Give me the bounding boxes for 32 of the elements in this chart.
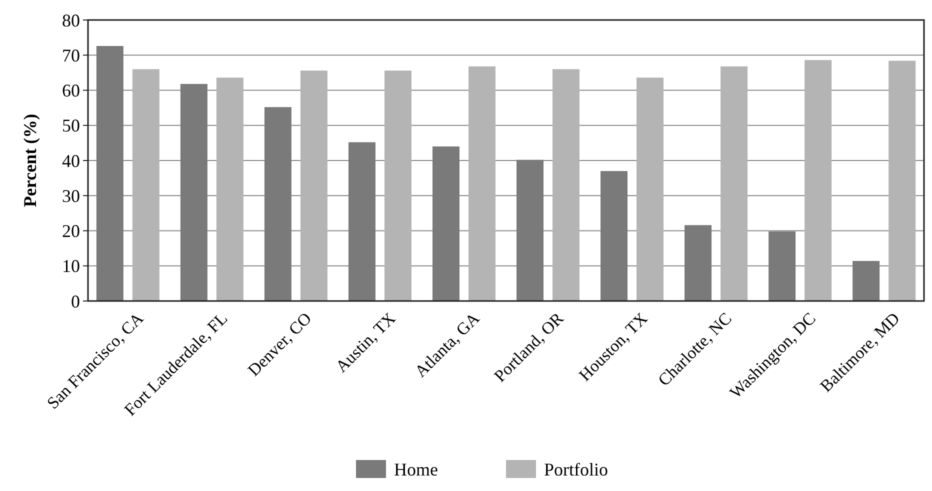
bar <box>180 84 208 301</box>
bar <box>600 171 628 301</box>
bar <box>384 70 412 301</box>
bar <box>684 225 712 301</box>
bar <box>852 260 880 301</box>
bar <box>804 60 832 301</box>
y-tick-label: 10 <box>62 256 80 276</box>
y-axis-title: Percent (%) <box>20 114 40 208</box>
y-tick-label: 40 <box>62 150 80 171</box>
bar <box>264 107 292 301</box>
bar <box>432 146 460 301</box>
y-tick-label: 80 <box>62 10 80 30</box>
y-tick-label: 70 <box>62 45 80 66</box>
bar <box>768 231 796 301</box>
y-tick-label: 60 <box>62 80 80 101</box>
y-tick-label: 20 <box>62 221 80 242</box>
bar <box>132 69 160 301</box>
legend-label: Home <box>394 459 438 480</box>
bar <box>216 78 244 301</box>
bar <box>516 160 544 301</box>
bar <box>720 66 748 301</box>
legend-label: Portfolio <box>544 459 608 480</box>
bar <box>888 60 916 301</box>
bar <box>552 69 580 301</box>
bar <box>348 142 376 301</box>
y-tick-label: 50 <box>62 116 80 136</box>
bar <box>300 70 328 301</box>
y-tick-label: 0 <box>71 291 80 312</box>
y-tick-label: 30 <box>62 186 80 206</box>
bar <box>96 46 124 301</box>
bar <box>636 78 664 301</box>
bar <box>468 66 496 301</box>
